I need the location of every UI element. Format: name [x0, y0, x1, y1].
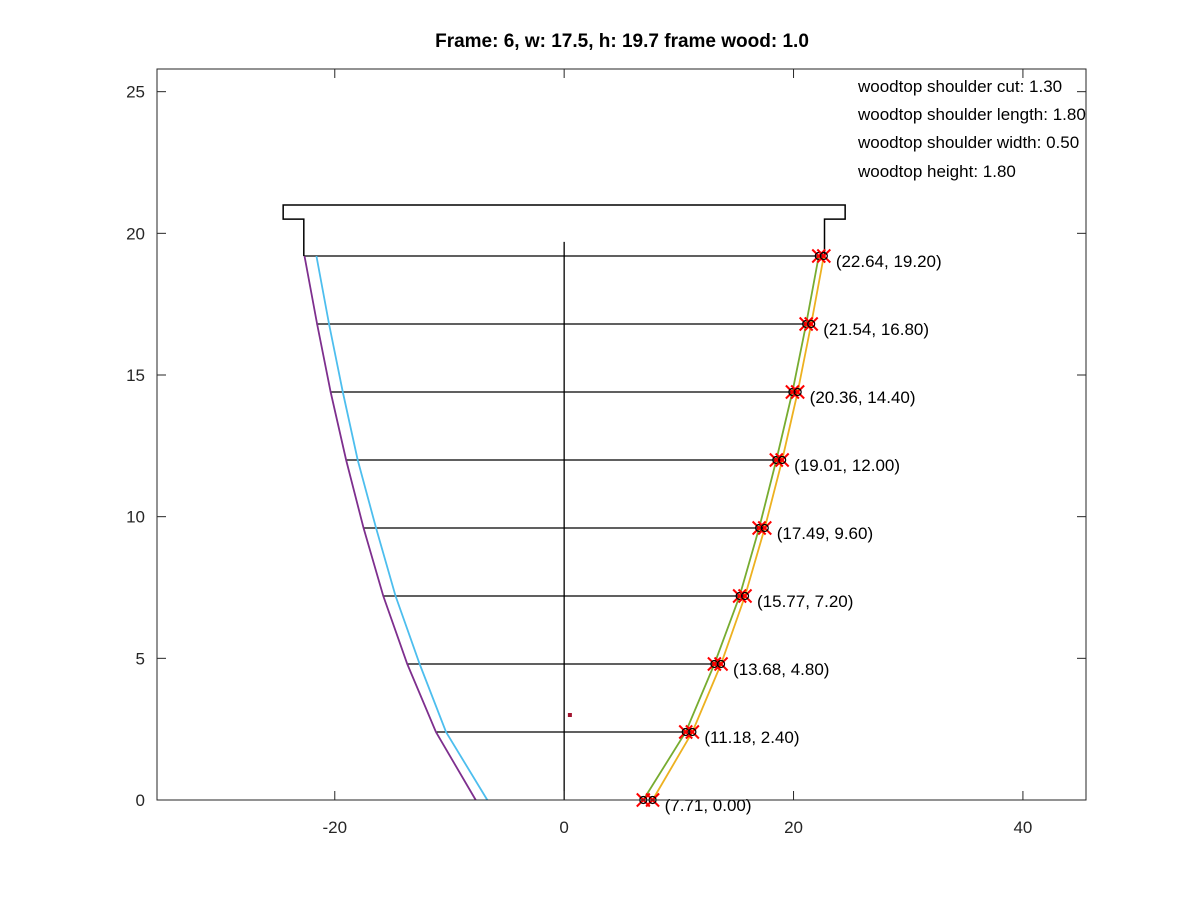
marker-circle: [778, 455, 787, 465]
annotation-woodtop-shoulder-length: woodtop shoulder length: 1.80: [857, 105, 1086, 124]
marker-circle: [755, 523, 764, 533]
marker-circle: [807, 319, 816, 329]
marker-circle: [735, 591, 744, 601]
marker-circle: [740, 591, 750, 601]
marker-circle: [802, 319, 811, 329]
marker-cross-stroke: [769, 452, 784, 468]
x-tick-label: 40: [1013, 818, 1032, 837]
annotation-woodtop-height: woodtop height: 1.80: [857, 162, 1016, 181]
marker-cross-stroke: [685, 724, 700, 740]
marker-circle: [716, 659, 726, 669]
marker-cross-stroke: [757, 520, 772, 536]
y-tick-label: 10: [126, 508, 145, 527]
point-label: (7.71, 0.00): [665, 796, 752, 815]
marker-cross-stroke: [732, 588, 747, 604]
marker-circle: [760, 523, 769, 533]
marker-cross-stroke: [785, 384, 800, 400]
marker-cross-stroke: [678, 724, 693, 740]
x-tick-label: 20: [784, 818, 803, 837]
point-marker: [798, 316, 814, 332]
point-marker: [811, 248, 826, 264]
point-marker: [790, 384, 805, 400]
marker-circle: [688, 727, 697, 737]
point-label: (19.01, 12.00): [794, 456, 900, 475]
data-layer: (7.71, 0.00) (11.18, 2.40) (13.68, 4.80) (1…: [282, 204, 942, 815]
marker-cross-stroke: [803, 316, 819, 332]
point-label: (15.77, 7.20): [757, 592, 853, 611]
y-tick-label: 15: [126, 366, 145, 385]
point-marker: [803, 316, 819, 332]
series-line-0: [303, 255, 477, 801]
point-label: (17.49, 9.60): [777, 524, 873, 543]
point-label: (11.18, 2.40): [704, 728, 799, 747]
marker-cross-stroke: [751, 520, 767, 536]
y-tick-label: 5: [136, 649, 145, 668]
y-tick-label: 25: [126, 83, 145, 102]
point-marker: [737, 588, 753, 604]
point-marker: [732, 588, 747, 604]
annotation-layer: woodtop shoulder cut: 1.30 woodtop shoul…: [857, 77, 1086, 181]
point-marker: [757, 520, 772, 536]
point-marker: [713, 656, 729, 672]
marker-cross-stroke: [774, 452, 790, 468]
point-label: (20.36, 14.40): [810, 388, 916, 407]
marker-circle: [788, 387, 797, 397]
point-dot: [567, 713, 572, 717]
marker-circle: [819, 251, 828, 261]
x-tick-label: 0: [559, 818, 568, 837]
marker-cross-stroke: [713, 656, 729, 672]
marker-cross-stroke: [816, 248, 832, 264]
y-tick-label: 0: [136, 791, 145, 810]
point-label: (21.54, 16.80): [823, 320, 929, 339]
marker-circle: [814, 251, 823, 261]
marker-circle: [772, 455, 781, 465]
y-tick-label: 20: [126, 224, 145, 243]
marker-cross-stroke: [737, 588, 753, 604]
marker-circle: [793, 387, 802, 397]
point-marker: [769, 452, 784, 468]
annotation-woodtop-shoulder-cut: woodtop shoulder cut: 1.30: [857, 77, 1062, 96]
marker-cross-stroke: [790, 384, 805, 400]
point-marker: [707, 656, 722, 672]
axes-box: [156, 68, 1087, 801]
annotation-woodtop-shoulder-width: woodtop shoulder width: 0.50: [857, 133, 1079, 152]
point-marker: [685, 724, 700, 740]
chart-title: Frame: 6, w: 17.5, h: 19.7 frame wood: 1…: [435, 31, 809, 52]
series-line-1: [315, 255, 489, 801]
point-label: (13.68, 4.80): [733, 660, 829, 679]
marker-cross-stroke: [798, 316, 814, 332]
point-marker: [774, 452, 790, 468]
point-marker: [751, 520, 767, 536]
marker-cross-stroke: [811, 248, 826, 264]
tick-layer: -20 0 20 40 0 5 10 15 20 25: [126, 69, 1086, 837]
point-label: (22.64, 19.20): [836, 252, 942, 271]
point-marker: [785, 384, 800, 400]
x-tick-label: -20: [322, 818, 347, 837]
woodtop-outline: [282, 204, 846, 256]
point-marker: [816, 248, 832, 264]
marker-cross-stroke: [707, 656, 722, 672]
